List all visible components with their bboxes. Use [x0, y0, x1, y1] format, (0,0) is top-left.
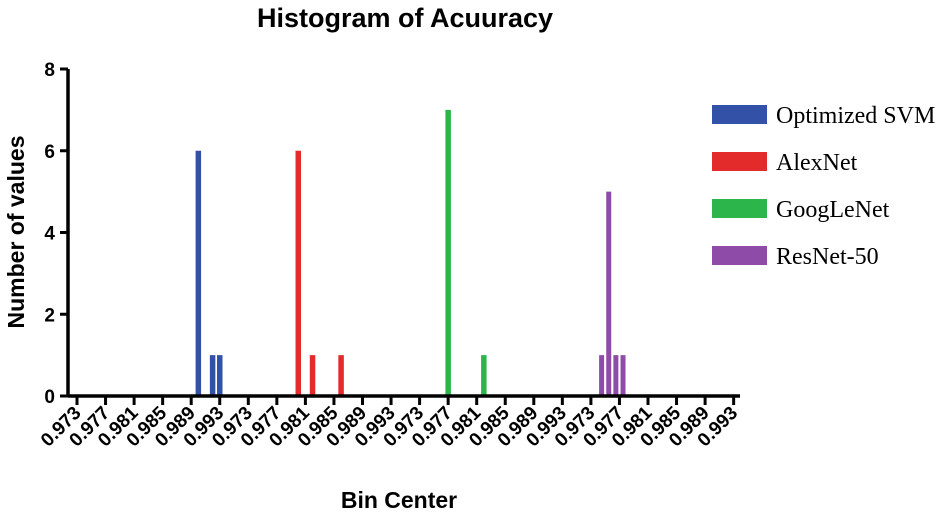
x-axis-label: Bin Center	[341, 487, 457, 513]
legend-label: AlexNet	[776, 150, 858, 176]
y-tick-label: 4	[44, 224, 55, 245]
bar-resnet-50	[620, 355, 626, 397]
legend-swatch	[712, 199, 767, 218]
bar-alexnet	[338, 355, 344, 397]
bars-layer	[195, 109, 626, 397]
legend-label: Optimized SVM	[776, 103, 935, 129]
y-axis-label: Number of values	[3, 136, 29, 329]
legend-swatch	[712, 105, 767, 124]
bar-alexnet	[295, 150, 302, 396]
bar-googlenet	[481, 355, 487, 397]
bar-optimized-svm	[217, 355, 223, 397]
y-tick-label: 8	[44, 60, 55, 81]
legend: Optimized SVM AlexNet GoogLeNet ResNet-50	[712, 103, 935, 270]
bar-googlenet	[445, 109, 451, 397]
bar-resnet-50	[599, 355, 605, 397]
bar-alexnet	[309, 355, 316, 397]
y-tick-label: 2	[44, 305, 55, 326]
legend-swatch	[712, 246, 767, 265]
bar-resnet-50	[613, 355, 619, 397]
bar-optimized-svm	[195, 150, 202, 396]
bar-resnet-50	[606, 191, 612, 397]
legend-swatch	[712, 152, 767, 171]
plot-area: 0 2 4 6 8 0.9730.9770.9810.9850.9890.9930.97…	[37, 60, 742, 451]
legend-label: ResNet-50	[776, 244, 879, 270]
x-ticks: 0.9730.9770.9810.9850.9890.9930.9730.977…	[37, 396, 742, 451]
y-tick-label: 6	[44, 142, 55, 163]
legend-label: GoogLeNet	[776, 197, 890, 223]
bar-optimized-svm	[209, 355, 216, 397]
y-ticks: 0 2 4 6 8	[44, 60, 68, 408]
y-tick-label: 0	[44, 387, 55, 408]
chart-title: Histogram of Acuuracy	[257, 3, 553, 33]
